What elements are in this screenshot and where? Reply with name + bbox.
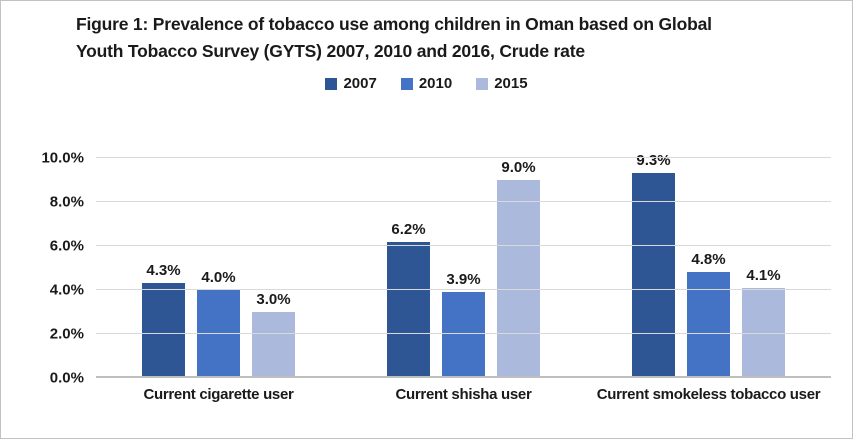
bar-2007-category-3: [632, 173, 675, 378]
bar-value-label: 4.1%: [746, 266, 781, 284]
bar-2010-category-2: [442, 292, 485, 378]
bar-2010-category-1: [197, 290, 240, 378]
bar-wrap: 3.0%: [252, 291, 295, 378]
legend-swatch-icon: [400, 77, 413, 90]
bar-value-label: 9.0%: [501, 159, 536, 176]
bar-value-label: 4.8%: [691, 251, 726, 269]
bar-2015-category-1: [252, 312, 295, 378]
chart-title-line-2: Youth Tobacco Survey (GYTS) 2007, 2010 a…: [76, 41, 585, 62]
bar-2007-category-1: [142, 283, 185, 378]
gridline: [96, 157, 831, 158]
y-axis-tick-label: 8.0%: [49, 193, 84, 211]
bar-2015-category-3: [742, 287, 785, 378]
y-axis-tick-label: 0.0%: [49, 369, 84, 387]
bar-value-label: 9.3%: [636, 152, 671, 170]
bar-wrap: 4.8%: [687, 251, 730, 378]
legend-label: 2010: [418, 75, 453, 92]
category-label-2: Current shisha user: [395, 386, 532, 403]
chart-title-line-1: Figure 1: Prevalence of tobacco use amon…: [76, 14, 712, 34]
legend-swatch-icon: [476, 77, 489, 90]
bar-value-label: 4.0%: [201, 269, 236, 286]
legend-swatch-icon: [325, 77, 338, 90]
gridline: [96, 289, 831, 290]
bar-group-1: 4.3% 4.0% 3.0%: [96, 158, 341, 378]
x-axis-line: [96, 376, 831, 378]
bar-wrap: 4.1%: [742, 267, 785, 378]
plot-area: 4.3% 4.0% 3.0% 6.2% 3.9% 9.0% 9.3% 4.8% 4.1% 0.0…: [41, 150, 831, 387]
legend-item-2007: 2007: [325, 75, 377, 92]
bar-group-3: 9.3% 4.8% 4.1%: [586, 152, 831, 378]
bar-2015-category-2: [497, 180, 540, 378]
bar-wrap: 9.3%: [632, 152, 675, 378]
bar-wrap: 6.2%: [387, 221, 430, 378]
legend-label: 2015: [494, 75, 528, 92]
bar-value-label: 3.9%: [446, 271, 481, 289]
chart-legend: 2007 2010 2015: [1, 75, 852, 92]
bar-wrap: 9.0%: [497, 159, 540, 378]
bar-value-label: 4.3%: [146, 262, 181, 280]
chart-title: Figure 1: Prevalence of tobacco use amon…: [76, 11, 786, 65]
gridline: [96, 201, 831, 202]
y-axis-tick-label: 2.0%: [49, 325, 84, 343]
legend-item-2015: 2015: [476, 75, 528, 92]
category-axis-labels: Current cigarette user Current shisha use…: [96, 386, 831, 403]
bar-2010-category-3: [687, 272, 730, 378]
gridline: [96, 245, 831, 246]
bar-group-2: 6.2% 3.9% 9.0%: [341, 158, 586, 378]
gridline: [96, 333, 831, 334]
legend-item-2010: 2010: [400, 75, 453, 92]
legend-label: 2007: [343, 75, 377, 92]
y-axis-tick-label: 10.0%: [41, 149, 84, 167]
bar-value-label: 3.0%: [256, 291, 291, 308]
bar-wrap: 4.0%: [197, 269, 240, 378]
bar-wrap: 3.9%: [442, 271, 485, 378]
category-label-1: Current cigarette user: [143, 386, 294, 403]
y-axis-tick-label: 6.0%: [49, 237, 84, 255]
bar-value-label: 6.2%: [391, 220, 426, 238]
category-label-3: Current smokeless tobacco user: [596, 386, 821, 403]
y-axis-tick-label: 4.0%: [49, 281, 84, 299]
bar-groups-row: 4.3% 4.0% 3.0% 6.2% 3.9% 9.0% 9.3% 4.8% 4.1%: [96, 152, 831, 378]
bar-2007-category-2: [387, 241, 430, 378]
bar-wrap: 4.3%: [142, 262, 185, 378]
